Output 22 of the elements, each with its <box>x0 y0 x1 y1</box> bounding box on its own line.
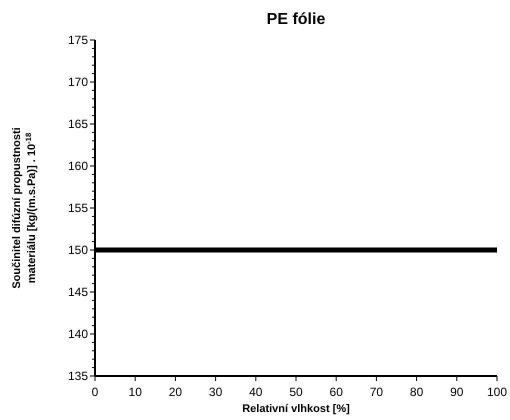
x-tick-label: 60 <box>330 385 344 399</box>
y-tick-label: 155 <box>68 201 88 215</box>
y-tick-label: 140 <box>68 327 88 341</box>
x-tick-label: 20 <box>168 385 182 399</box>
y-tick-label: 170 <box>68 75 88 89</box>
x-tick-label: 50 <box>289 385 303 399</box>
x-tick-label: 90 <box>450 385 464 399</box>
x-tick-label: 40 <box>249 385 263 399</box>
x-tick-label: 100 <box>486 385 508 399</box>
x-axis-title: Relativní vlhkost [%] <box>242 403 350 415</box>
x-tick-label: 30 <box>208 385 223 399</box>
y-tick-label: 175 <box>68 33 88 47</box>
y-tick-label: 150 <box>68 243 88 257</box>
y-tick-label: 160 <box>68 159 88 173</box>
chart-title: PE fólie <box>266 11 326 28</box>
y-tick-label: 165 <box>68 117 88 131</box>
x-tick-label: 0 <box>92 385 99 399</box>
x-tick-label: 80 <box>410 385 424 399</box>
y-tick-label: 135 <box>68 369 88 383</box>
y-tick-label: 145 <box>68 285 88 299</box>
x-tick-label: 10 <box>128 385 142 399</box>
x-tick-label: 70 <box>370 385 384 399</box>
